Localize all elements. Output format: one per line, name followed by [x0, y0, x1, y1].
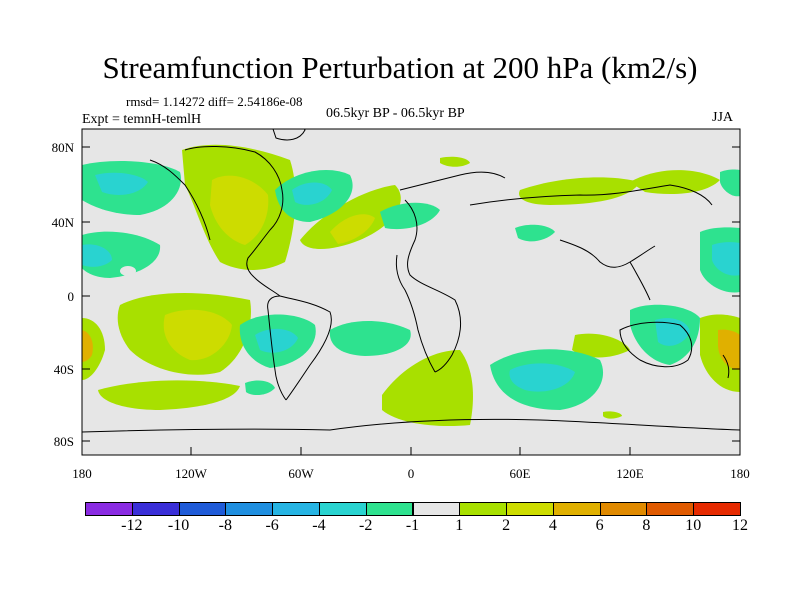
colorbar-swatch — [178, 502, 227, 516]
colorbar-label: -6 — [265, 517, 279, 534]
colorbar-label: -4 — [312, 517, 326, 534]
x-tick-label: 180 — [730, 466, 750, 481]
colorbar-swatch — [225, 502, 274, 516]
colorbar-label: 8 — [642, 517, 651, 534]
y-tick-label: 40N — [51, 215, 74, 230]
y-tick-label: 80S — [53, 434, 74, 449]
colorbar-label: -8 — [218, 517, 232, 534]
y-tick-label: 40S — [53, 362, 74, 377]
stats-label: rmsd= 1.14272 diff= 2.54186e-08 — [126, 94, 303, 109]
colorbar-swatch — [272, 502, 320, 516]
colorbar-label: -1 — [405, 517, 420, 534]
season-label: JJA — [712, 110, 734, 125]
x-tick-label: 60E — [509, 466, 531, 481]
x-tick-label: 120E — [616, 466, 644, 481]
x-tick-label: 180 — [72, 466, 92, 481]
colorbar-swatch — [318, 502, 367, 516]
colorbar-swatch — [693, 502, 741, 516]
x-tick-label: 120W — [175, 466, 207, 481]
colorbar-swatch — [599, 502, 648, 516]
colorbar-label: -2 — [359, 517, 373, 534]
colorbar-label: 4 — [548, 517, 557, 534]
colorbar-swatch — [412, 502, 461, 516]
colorbar-swatch — [365, 502, 414, 516]
colorbar-label: 1 — [455, 517, 464, 534]
colorbar-swatch — [131, 502, 180, 516]
colorbar-swatch — [85, 502, 133, 516]
colorbar-label: 2 — [502, 517, 511, 534]
contour-fields — [82, 144, 740, 427]
colorbar-label: 6 — [595, 517, 604, 534]
colorbar-label: 12 — [732, 517, 748, 534]
colorbar-swatch — [552, 502, 601, 516]
y-tick-label: 80N — [51, 140, 74, 155]
colorbar-swatch — [506, 502, 554, 516]
colorbar-swatch — [459, 502, 508, 516]
coastlines — [82, 129, 740, 433]
plot-title: Streamfunction Perturbation at 200 hPa (… — [102, 50, 698, 85]
period-label: 06.5kyr BP - 06.5kyr BP — [326, 106, 465, 121]
colorbar-label: -12 — [121, 517, 143, 534]
x-tick-label: 60W — [288, 466, 314, 481]
colorbar-label: -10 — [167, 517, 190, 534]
experiment-label: Expt = temnH-temlH — [82, 112, 202, 127]
y-tick-label: 0 — [67, 289, 75, 304]
axis-ticks — [81, 146, 741, 455]
x-tick-label: 0 — [407, 466, 415, 481]
colorbar-swatch — [646, 502, 695, 516]
colorbar-label: 10 — [685, 517, 702, 534]
